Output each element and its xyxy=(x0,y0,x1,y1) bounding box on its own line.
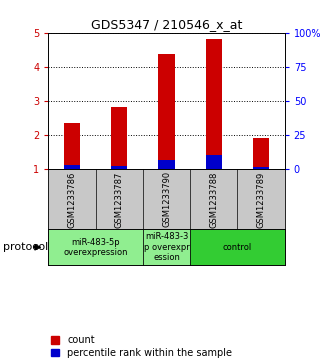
Bar xyxy=(111,166,128,169)
Bar xyxy=(190,229,285,265)
Text: GSM1233789: GSM1233789 xyxy=(256,171,266,228)
Bar xyxy=(253,138,269,169)
Bar xyxy=(158,160,175,169)
Text: GSM1233786: GSM1233786 xyxy=(67,171,77,228)
Bar xyxy=(253,167,269,169)
Text: control: control xyxy=(223,243,252,252)
Text: miR-483-3
p overexpr
ession: miR-483-3 p overexpr ession xyxy=(144,232,189,262)
Bar xyxy=(64,165,80,169)
Legend: count, percentile rank within the sample: count, percentile rank within the sample xyxy=(52,335,232,358)
Bar xyxy=(111,107,128,169)
Text: protocol: protocol xyxy=(3,242,49,252)
Text: GSM1233788: GSM1233788 xyxy=(209,171,218,228)
Bar xyxy=(143,229,190,265)
Bar xyxy=(205,155,222,169)
Title: GDS5347 / 210546_x_at: GDS5347 / 210546_x_at xyxy=(91,19,242,32)
Bar xyxy=(205,39,222,169)
Bar xyxy=(64,123,80,169)
Text: GSM1233787: GSM1233787 xyxy=(115,171,124,228)
Text: miR-483-5p
overexpression: miR-483-5p overexpression xyxy=(63,237,128,257)
Bar xyxy=(48,229,143,265)
Text: GSM1233790: GSM1233790 xyxy=(162,171,171,228)
Bar xyxy=(158,54,175,169)
